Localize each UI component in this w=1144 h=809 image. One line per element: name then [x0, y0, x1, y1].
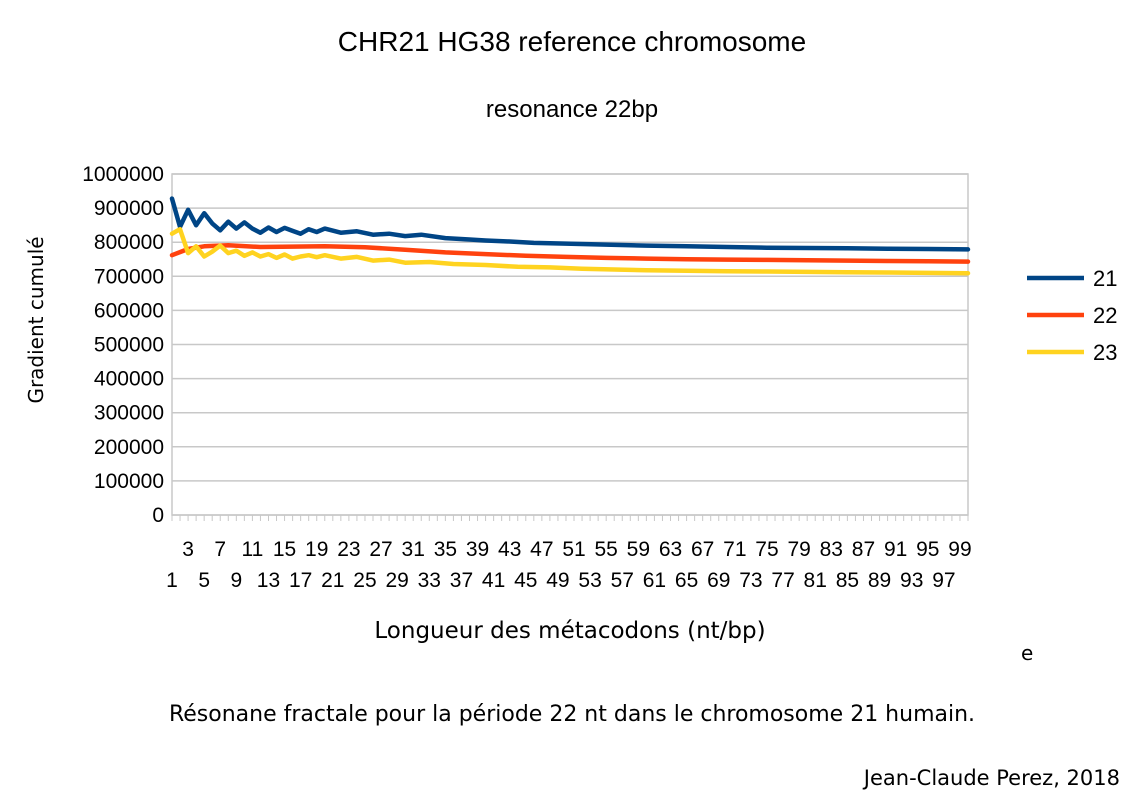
x-tick-label: 37 — [450, 569, 473, 592]
y-tick-label: 800000 — [94, 231, 164, 254]
legend-label-22: 22 — [1093, 303, 1117, 328]
x-tick-label: 63 — [659, 538, 682, 561]
x-tick-label: 19 — [305, 538, 328, 561]
y-tick-label: 1000000 — [82, 163, 164, 186]
x-tick-label: 99 — [948, 538, 971, 561]
x-tick-label: 71 — [723, 538, 746, 561]
y-tick-label: 700000 — [94, 265, 164, 288]
series-line-22 — [169, 243, 971, 264]
x-tick-label: 45 — [514, 569, 537, 592]
y-tick-label: 0 — [152, 504, 164, 527]
x-tick-label: 25 — [353, 569, 376, 592]
x-tick-label: 67 — [691, 538, 714, 561]
x-tick-label: 17 — [289, 569, 312, 592]
y-axis-label: Gradient cumulé — [24, 236, 48, 403]
legend-label-21: 21 — [1093, 266, 1117, 291]
x-tick-label: 77 — [771, 569, 794, 592]
legend-label-23: 23 — [1093, 340, 1117, 365]
x-tick-label: 91 — [884, 538, 907, 561]
gridlines — [171, 173, 969, 516]
x-tick-label: 49 — [546, 569, 569, 592]
x-tick-label: 21 — [321, 569, 344, 592]
x-tick-label: 11 — [241, 538, 263, 561]
x-tick-label: 47 — [530, 538, 553, 561]
x-tick-label: 3 — [182, 538, 194, 561]
x-tick-label: 13 — [257, 569, 280, 592]
x-tick-label: 75 — [755, 538, 778, 561]
x-axis-label: Longueur des métacodons (nt/bp) — [374, 618, 766, 644]
x-tick-label: 7 — [214, 538, 226, 561]
x-tick-label: 51 — [562, 538, 585, 561]
x-tick-label: 95 — [916, 538, 939, 561]
x-tick-label: 57 — [611, 569, 634, 592]
x-tick-label: 15 — [273, 538, 296, 561]
y-tick-label: 500000 — [94, 334, 164, 357]
y-tick-label: 100000 — [94, 470, 164, 493]
x-tick-label: 35 — [434, 538, 457, 561]
y-tick-label: 600000 — [94, 299, 164, 322]
axes: 0 100000 200000 300000 400000 500000 600000 700… — [82, 163, 971, 592]
y-tick-label: 200000 — [94, 436, 164, 459]
x-tick-label: 79 — [787, 538, 810, 561]
x-tick-label: 27 — [369, 538, 392, 561]
x-tick-label: 55 — [595, 538, 618, 561]
stray-glyph: e — [1021, 641, 1034, 665]
series-lines — [169, 196, 971, 276]
x-tick-label: 9 — [230, 569, 242, 592]
x-tick-label: 93 — [900, 569, 923, 592]
plot-border — [171, 173, 969, 516]
x-tick-label: 41 — [482, 569, 505, 592]
x-tick-label: 23 — [337, 538, 360, 561]
x-tick-label: 1 — [166, 569, 178, 592]
series-line-23 — [169, 226, 971, 276]
x-tick-label: 85 — [836, 569, 859, 592]
x-tick-label: 29 — [385, 569, 408, 592]
y-tick-label: 300000 — [94, 402, 164, 425]
x-tick-label: 81 — [804, 569, 827, 592]
chart-subtitle: resonance 22bp — [485, 96, 659, 123]
chart-title: CHR21 HG38 reference chromosome — [337, 26, 807, 57]
x-tick-label: 33 — [418, 569, 441, 592]
author-credit: Jean-Claude Perez, 2018 — [863, 766, 1120, 790]
x-tick-label: 89 — [868, 569, 891, 592]
x-tick-label: 65 — [675, 569, 698, 592]
x-tick-label: 97 — [932, 569, 955, 592]
x-tick-label: 59 — [627, 538, 650, 561]
x-tick-label: 87 — [852, 538, 875, 561]
series-line-21 — [169, 196, 971, 252]
x-tick-label: 5 — [198, 569, 210, 592]
y-tick-label: 400000 — [94, 368, 164, 391]
y-tick-label: 900000 — [94, 197, 164, 220]
figure-caption: Résonane fractale pour la période 22 nt … — [168, 702, 976, 727]
x-tick-label: 83 — [820, 538, 843, 561]
x-tick-label: 53 — [578, 569, 601, 592]
x-tick-label: 61 — [643, 569, 666, 592]
x-tick-label: 39 — [466, 538, 489, 561]
x-tick-label: 31 — [402, 538, 425, 561]
x-tick-label: 43 — [498, 538, 521, 561]
x-tick-label: 73 — [739, 569, 762, 592]
legend: 21 22 23 — [1027, 266, 1117, 365]
x-tick-label: 69 — [707, 569, 730, 592]
